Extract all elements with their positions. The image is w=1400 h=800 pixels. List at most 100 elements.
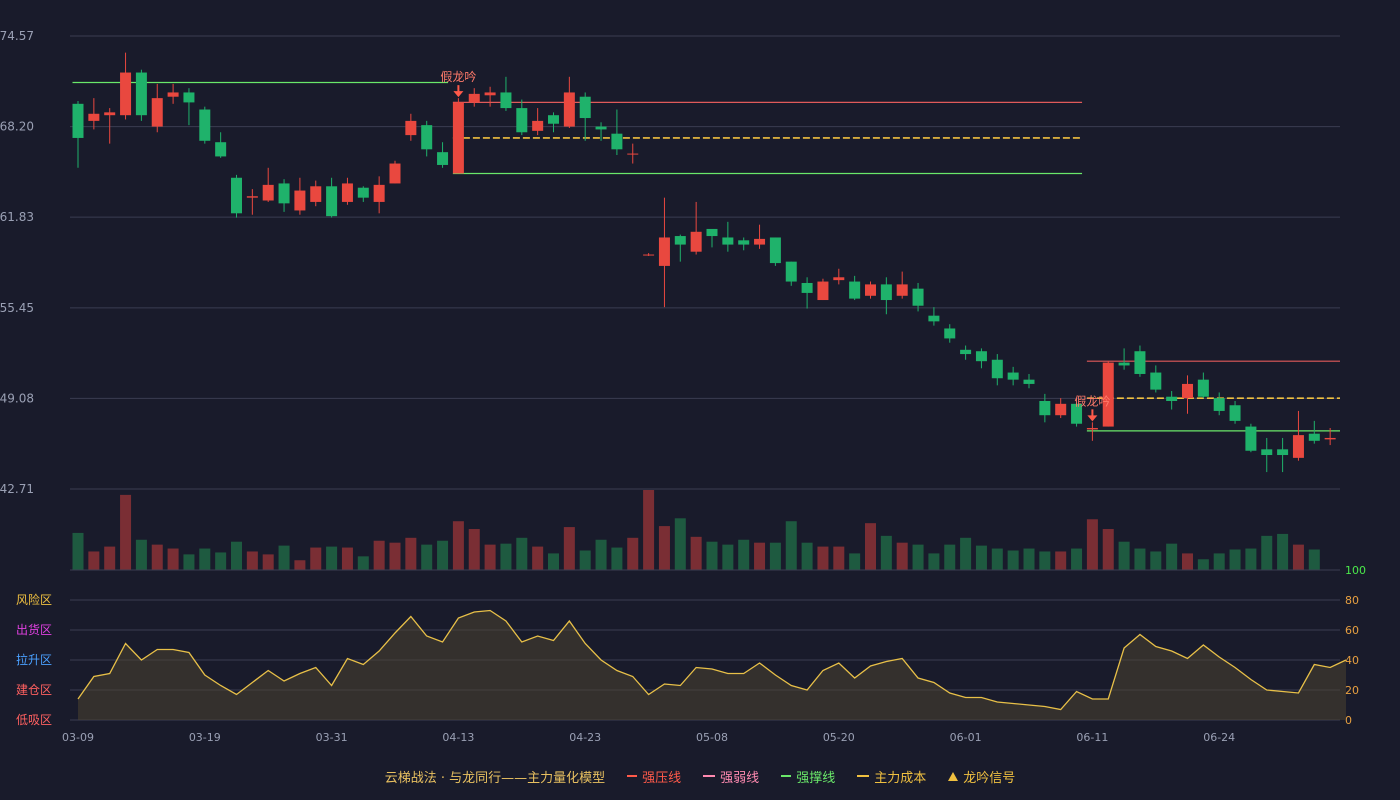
x-tick-label: 03-19 — [189, 731, 221, 744]
volume-bar — [769, 542, 781, 570]
legend-item-strength-line[interactable]: 强弱线 — [703, 767, 759, 786]
volume-bar — [833, 546, 845, 570]
volume-bar — [1292, 544, 1304, 570]
volume-bar — [468, 529, 480, 570]
legend-swatch — [703, 775, 716, 777]
price-tick-label: 42.71 — [0, 482, 34, 496]
legend-item-strong-resistance[interactable]: 强压线 — [627, 767, 681, 786]
volume-bar — [738, 539, 750, 570]
candle-body — [1118, 362, 1130, 366]
volume-bar — [991, 548, 1003, 570]
volume-bar — [484, 544, 496, 570]
volume-bar — [1213, 553, 1225, 570]
candle-body — [262, 184, 274, 201]
volume-bar — [579, 550, 591, 570]
volume-bar — [611, 547, 623, 570]
volume-bar — [294, 560, 306, 570]
volume-bar — [1182, 553, 1193, 570]
volume-bar — [341, 547, 353, 570]
volume-bar — [516, 537, 528, 570]
signal-label: 假龙吟 — [1074, 393, 1110, 408]
candle-body — [548, 115, 559, 124]
candle-body — [389, 163, 401, 184]
price-tick-label: 68.20 — [0, 120, 34, 134]
candle-body — [1102, 362, 1114, 427]
volume-bar — [754, 542, 766, 570]
candle-body — [1086, 428, 1098, 430]
candle-body — [294, 190, 306, 211]
candle-body — [896, 284, 908, 296]
volume-bar — [167, 548, 179, 570]
volume-bar — [722, 544, 734, 570]
volume-bar — [421, 544, 433, 570]
volume-bar — [72, 532, 84, 570]
candle-body — [754, 238, 766, 245]
candle-body — [1182, 383, 1193, 399]
volume-bar — [706, 541, 718, 570]
candle-body — [563, 92, 575, 127]
candle-body — [500, 92, 512, 109]
volume-bar — [658, 526, 670, 570]
x-tick-label: 06-24 — [1203, 731, 1235, 744]
legend-item-main-cost[interactable]: 主力成本 — [857, 767, 926, 786]
volume-bar — [896, 542, 908, 570]
candle-body — [452, 102, 464, 174]
candle-body — [611, 133, 623, 150]
candle-body — [595, 126, 607, 130]
candle-body — [579, 96, 591, 119]
volume-bar — [627, 537, 639, 570]
price-axis: 74.57 68.20 61.83 55.45 49.08 42.71 — [0, 29, 34, 496]
candle-body — [722, 237, 734, 245]
legend-item-dragon-signal[interactable]: 龙吟信号 — [948, 767, 1015, 786]
volume-bar — [548, 553, 559, 570]
volume-bar — [674, 518, 686, 570]
candle-body — [468, 93, 480, 103]
candle-body — [167, 92, 179, 97]
volume-bar — [865, 523, 876, 570]
volume-bar — [389, 542, 401, 570]
legend-label: 强撑线 — [796, 770, 836, 786]
volume-bar — [1197, 559, 1209, 570]
indicator-zone-label: 建仓区 — [16, 683, 52, 697]
volume-bar — [785, 521, 797, 570]
candle-body — [405, 120, 417, 136]
volume-bar — [278, 545, 290, 570]
volume-bar — [1118, 541, 1130, 570]
candle-body — [278, 183, 290, 204]
volume-bar — [1134, 548, 1146, 570]
indicator-tick-label: 60 — [1345, 624, 1359, 637]
volume-bar — [135, 539, 147, 570]
candle-body — [246, 196, 258, 198]
indicator-tick-label: 40 — [1345, 654, 1359, 667]
volume-bar — [944, 544, 956, 570]
x-tick-label: 04-13 — [442, 731, 474, 744]
indicator-tick-label: 100 — [1345, 564, 1366, 577]
volume-bar — [1071, 548, 1083, 570]
x-axis: 03-09 03-19 03-31 04-13 04-23 05-08 05-20 06-01… — [62, 731, 1235, 744]
volume-bar — [595, 539, 607, 570]
price-tick-label: 74.57 — [0, 29, 34, 43]
volume-bar — [643, 490, 655, 570]
candle-body — [1134, 351, 1146, 374]
candle-body — [532, 120, 544, 131]
volume-bar — [880, 535, 892, 570]
legend-item-strong-support[interactable]: 强撑线 — [781, 767, 835, 786]
volume-bar — [801, 542, 813, 570]
volume-bar — [1277, 533, 1289, 570]
candle-body — [1245, 426, 1257, 451]
volume-bar — [246, 551, 258, 570]
candles — [72, 52, 1336, 473]
candle-body — [1324, 437, 1336, 440]
volume-bar — [1023, 548, 1035, 570]
price-tick-label: 55.45 — [0, 301, 34, 315]
candle-body — [833, 277, 845, 281]
candle-body — [437, 152, 449, 165]
candle-body — [484, 92, 496, 96]
indicator-tick-label: 0 — [1345, 714, 1352, 727]
candle-body — [674, 236, 686, 245]
candle-body — [135, 72, 147, 116]
x-tick-label: 05-08 — [696, 731, 728, 744]
candle-body — [421, 125, 433, 150]
